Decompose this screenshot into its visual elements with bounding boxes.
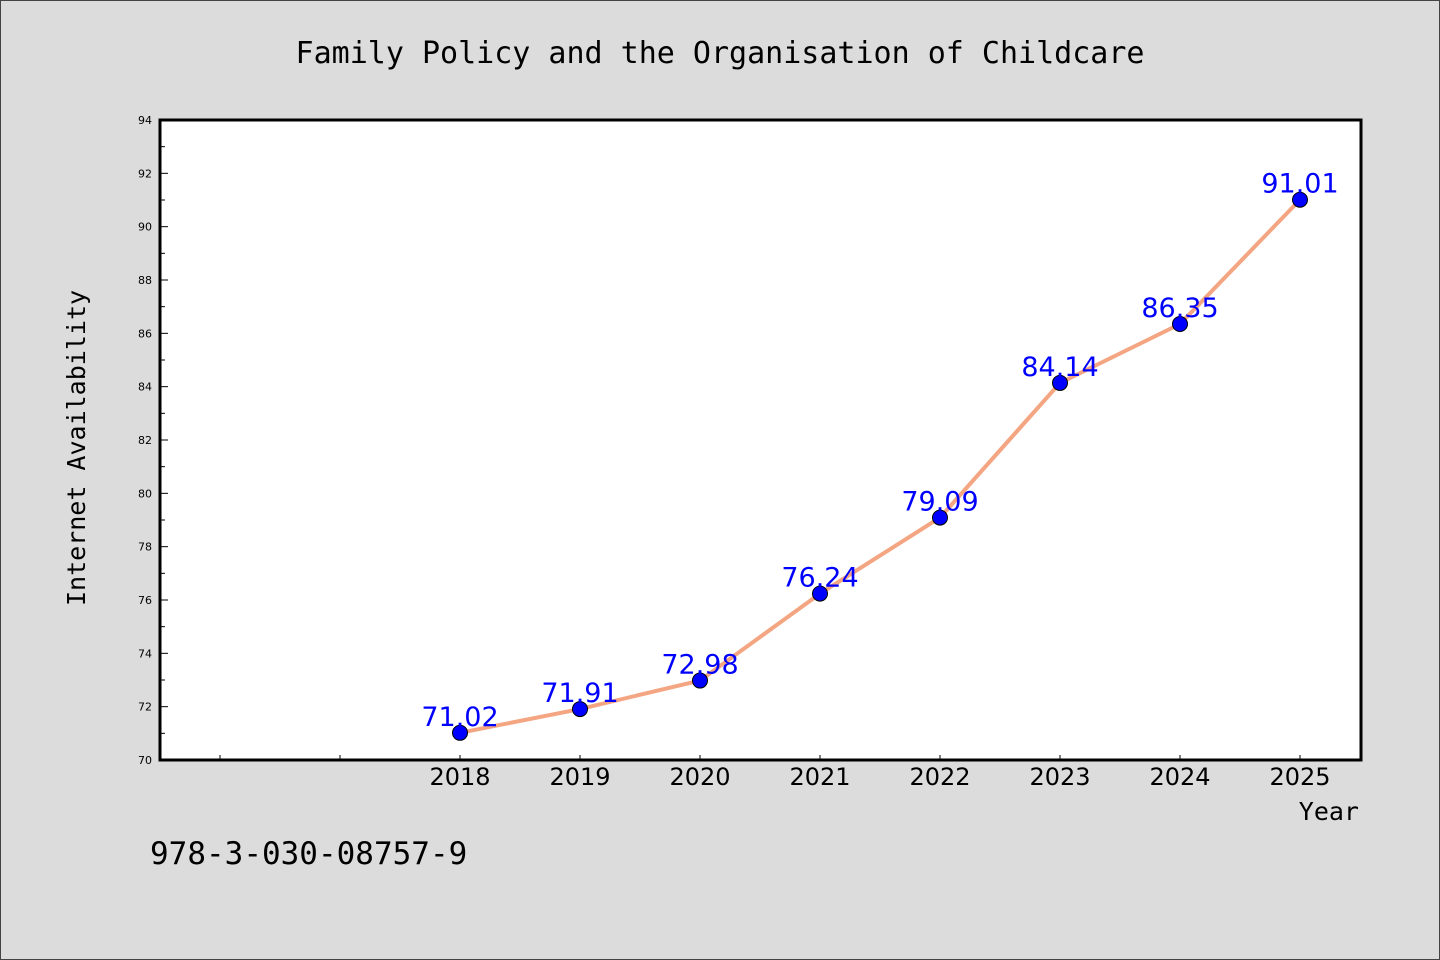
x-tick-label: 2021 <box>789 763 850 791</box>
data-label: 71.91 <box>541 678 618 709</box>
series-line <box>458 197 1302 735</box>
data-point <box>812 585 828 602</box>
data-label: 76.24 <box>781 563 858 594</box>
x-axis: 2018 2019 2020 2021 2022 2023 2024 2025 <box>219 755 1331 791</box>
data-label: 84.14 <box>1021 352 1098 383</box>
data-label: 72.98 <box>661 650 738 681</box>
data-label: 86.35 <box>1141 293 1218 324</box>
y-axis: 70 72 74 76 78 80 82 84 86 88 90 92 94 <box>138 114 168 767</box>
x-tick-label: 2022 <box>909 763 970 791</box>
y-tick-label: 74 <box>138 647 152 660</box>
isbn-footnote: 978-3-030-08757-9 <box>150 836 467 872</box>
y-tick-label: 72 <box>138 701 152 714</box>
y-tick-label: 76 <box>138 594 152 607</box>
y-tick-label: 92 <box>138 167 152 180</box>
x-tick-label: 2020 <box>669 763 730 791</box>
y-tick-label: 78 <box>138 541 152 554</box>
data-label: 71.02 <box>421 702 498 733</box>
data-point <box>1172 316 1188 332</box>
x-axis-label: Year <box>1299 797 1359 826</box>
x-tick-label: 2024 <box>1149 763 1210 791</box>
y-tick-label: 70 <box>138 754 152 767</box>
series-layer: 71.02 71.91 72.98 76.24 79.09 84.14 86.35 91.01 <box>421 169 1339 741</box>
y-tick-label: 84 <box>138 381 152 394</box>
x-tick-label: 2023 <box>1029 763 1090 791</box>
data-point <box>452 724 468 741</box>
x-tick-label: 2018 <box>429 763 490 791</box>
y-tick-label: 94 <box>138 114 152 127</box>
data-point <box>1292 191 1308 208</box>
plot-area <box>158 118 1363 762</box>
x-tick-label: 2019 <box>549 763 610 791</box>
data-point <box>932 509 948 526</box>
x-tick-label: 2025 <box>1269 763 1330 791</box>
y-tick-label: 90 <box>138 221 152 234</box>
data-point <box>572 701 588 718</box>
data-point <box>692 672 708 689</box>
y-tick-label: 82 <box>138 434 152 447</box>
data-point <box>1052 374 1068 391</box>
data-label: 91.01 <box>1261 169 1338 200</box>
y-tick-label: 88 <box>138 274 152 287</box>
y-tick-label: 86 <box>138 327 152 340</box>
y-axis-label: Internet Availability <box>62 290 91 606</box>
chart-title: Family Policy and the Organisation of Ch… <box>296 36 1145 71</box>
data-label: 79.09 <box>901 487 978 518</box>
y-tick-label: 80 <box>138 487 152 500</box>
